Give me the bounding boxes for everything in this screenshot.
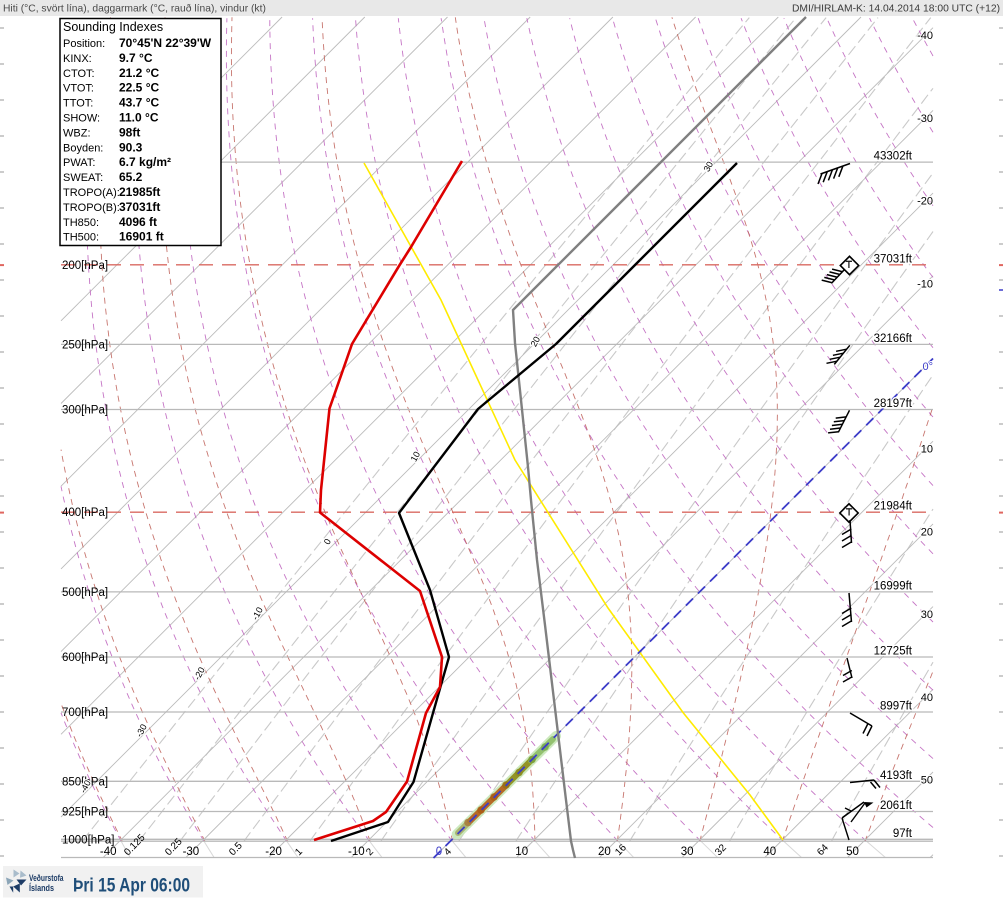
svg-text:21985ft: 21985ft bbox=[119, 185, 160, 199]
svg-text:40: 40 bbox=[763, 846, 776, 858]
svg-text:Position:: Position: bbox=[63, 38, 105, 50]
svg-text:16999ft: 16999ft bbox=[874, 580, 913, 592]
svg-text:-10: -10 bbox=[917, 278, 933, 290]
svg-text:850[hPa]: 850[hPa] bbox=[62, 776, 108, 788]
svg-text:TROPO(B):: TROPO(B): bbox=[63, 202, 120, 214]
svg-text:4193ft: 4193ft bbox=[880, 770, 913, 782]
svg-text:WBZ:: WBZ: bbox=[63, 127, 91, 139]
svg-text:37031ft: 37031ft bbox=[874, 253, 913, 265]
svg-text:DMI/HIRLAM-K: 14.04.2014 18:00: DMI/HIRLAM-K: 14.04.2014 18:00 UTC (+12) bbox=[792, 4, 1000, 15]
svg-text:98ft: 98ft bbox=[119, 125, 140, 139]
svg-text:32166ft: 32166ft bbox=[874, 333, 913, 345]
svg-text:CTOT:: CTOT: bbox=[63, 68, 95, 80]
svg-text:700[hPa]: 700[hPa] bbox=[62, 707, 108, 719]
svg-text:9.7 °C: 9.7 °C bbox=[119, 51, 153, 65]
svg-text:97ft: 97ft bbox=[893, 828, 913, 840]
svg-text:30: 30 bbox=[921, 609, 933, 621]
svg-text:PWAT:: PWAT: bbox=[63, 157, 95, 169]
svg-text:Boyden:: Boyden: bbox=[63, 142, 103, 154]
svg-text:22.5 °C: 22.5 °C bbox=[119, 81, 159, 95]
svg-text:400[hPa]: 400[hPa] bbox=[62, 507, 108, 519]
svg-text:8997ft: 8997ft bbox=[880, 701, 913, 713]
svg-text:KINX:: KINX: bbox=[63, 53, 92, 65]
svg-text:30: 30 bbox=[681, 846, 694, 858]
svg-text:-40: -40 bbox=[100, 846, 117, 858]
svg-text:-30: -30 bbox=[917, 113, 933, 125]
svg-text:50: 50 bbox=[846, 846, 859, 858]
svg-text:Hiti (°C, svört lína), daggarm: Hiti (°C, svört lína), daggarmark (°C, r… bbox=[3, 3, 266, 15]
svg-text:300[hPa]: 300[hPa] bbox=[62, 405, 108, 417]
svg-text:43302ft: 43302ft bbox=[874, 151, 913, 163]
svg-text:TH500:: TH500: bbox=[63, 232, 99, 244]
svg-text:4096 ft: 4096 ft bbox=[119, 215, 157, 229]
svg-text:90.3: 90.3 bbox=[119, 140, 143, 154]
svg-text:SHOW:: SHOW: bbox=[63, 113, 100, 125]
svg-text:12725ft: 12725ft bbox=[874, 646, 913, 658]
svg-text:Veðurstofa: Veðurstofa bbox=[29, 873, 64, 883]
svg-text:TROPO(A):: TROPO(A): bbox=[63, 187, 120, 199]
svg-text:10: 10 bbox=[515, 846, 528, 858]
svg-text:Íslands: Íslands bbox=[29, 883, 54, 893]
svg-text:65.2: 65.2 bbox=[119, 170, 143, 184]
svg-text:20: 20 bbox=[921, 526, 933, 538]
svg-text:600[hPa]: 600[hPa] bbox=[62, 652, 108, 664]
svg-text:SWEAT:: SWEAT: bbox=[63, 172, 103, 184]
svg-text:10: 10 bbox=[921, 444, 933, 456]
svg-text:2: 2 bbox=[364, 846, 376, 858]
svg-text:6.7 kg/m²: 6.7 kg/m² bbox=[119, 155, 171, 169]
svg-text:1000[hPa]: 1000[hPa] bbox=[62, 834, 114, 846]
svg-text:-40: -40 bbox=[917, 30, 933, 42]
svg-text:VTOT:: VTOT: bbox=[63, 83, 94, 95]
svg-text:500[hPa]: 500[hPa] bbox=[62, 587, 108, 599]
svg-text:Þri 15 Apr 06:00: Þri 15 Apr 06:00 bbox=[73, 875, 190, 897]
svg-text:0: 0 bbox=[436, 846, 442, 858]
svg-text:16901 ft: 16901 ft bbox=[119, 230, 164, 244]
svg-text:37031ft: 37031ft bbox=[119, 200, 160, 214]
svg-text:0°: 0° bbox=[922, 361, 933, 373]
svg-text:-20: -20 bbox=[917, 196, 933, 208]
svg-text:40: 40 bbox=[921, 692, 933, 704]
svg-text:4: 4 bbox=[442, 846, 454, 858]
svg-text:-20: -20 bbox=[265, 846, 282, 858]
svg-text:50: 50 bbox=[921, 775, 933, 787]
svg-text:250[hPa]: 250[hPa] bbox=[62, 339, 108, 351]
svg-text:70°45'N 22°39'W: 70°45'N 22°39'W bbox=[119, 36, 212, 50]
svg-text:200[hPa]: 200[hPa] bbox=[62, 260, 108, 272]
svg-text:Sounding Indexes: Sounding Indexes bbox=[63, 20, 163, 34]
svg-text:TTOT:: TTOT: bbox=[63, 98, 93, 110]
svg-text:TH850:: TH850: bbox=[63, 217, 99, 229]
svg-text:0: 0 bbox=[322, 537, 333, 546]
svg-text:20: 20 bbox=[598, 846, 611, 858]
svg-text:925[hPa]: 925[hPa] bbox=[62, 807, 108, 819]
svg-text:1: 1 bbox=[293, 846, 305, 858]
svg-text:21984ft: 21984ft bbox=[874, 501, 913, 513]
svg-text:43.7 °C: 43.7 °C bbox=[119, 96, 159, 110]
svg-text:21.2 °C: 21.2 °C bbox=[119, 66, 159, 80]
svg-text:-10: -10 bbox=[348, 846, 365, 858]
svg-text:11.0 °C: 11.0 °C bbox=[119, 111, 159, 125]
svg-text:2061ft: 2061ft bbox=[880, 800, 913, 812]
svg-text:-30: -30 bbox=[183, 846, 200, 858]
svg-text:28197ft: 28197ft bbox=[874, 398, 913, 410]
